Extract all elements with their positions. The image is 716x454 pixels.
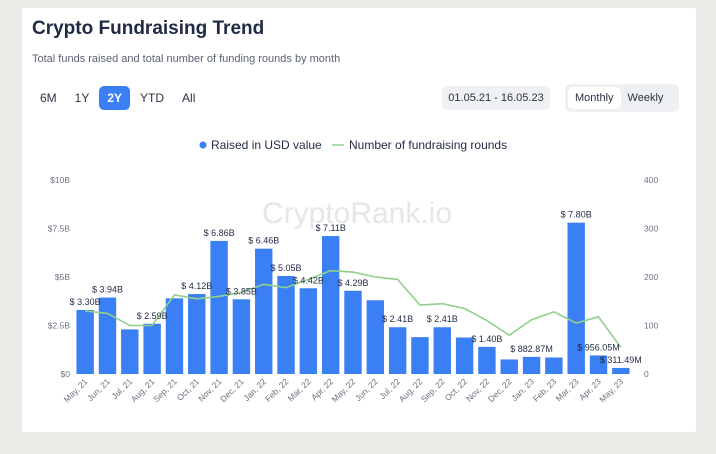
bar [277, 276, 295, 374]
watermark: CryptoRank.io [262, 197, 452, 230]
bar [500, 359, 518, 374]
chart-card: Crypto Fundraising Trend Total funds rai… [22, 8, 696, 432]
bar-data-label: $ 6.86B [204, 228, 235, 238]
range-ytd-button[interactable]: YTD [140, 91, 165, 105]
y-right-tick-label: 200 [644, 272, 658, 282]
y-left-tick-label: $0 [61, 369, 71, 379]
bar-data-label: $ 4.12B [181, 281, 212, 291]
x-tick-label: Feb, 23 [531, 376, 559, 404]
bar-data-label: $ 5.05B [271, 263, 302, 273]
bar-data-label: $ 4.42B [293, 275, 324, 285]
y-left-tick-label: $10B [50, 175, 70, 185]
legend-bar-label: Raised in USD value [211, 138, 322, 152]
y-left-tick-label: $5B [55, 272, 70, 282]
range-6m-button[interactable]: 6M [40, 91, 57, 105]
bar-data-label: $ 7.11B [316, 223, 346, 233]
bar [210, 240, 228, 374]
x-tick-label: Jun, 21 [85, 376, 112, 403]
bar [165, 298, 184, 374]
bar-data-label: $ 956.05M [577, 342, 620, 352]
legend-bar-marker [199, 141, 207, 149]
y-left-tick-label: $2.5B [48, 321, 71, 331]
bar-data-label: $ 2.41B [382, 314, 413, 324]
bar-data-label: $ 2.59B [137, 311, 168, 321]
bar-data-label: $ 3.85B [226, 286, 257, 296]
bar [612, 367, 630, 374]
bar [76, 309, 94, 374]
bar [567, 222, 585, 374]
bar [522, 356, 541, 374]
x-tick-label: Sep, 21 [151, 376, 179, 404]
range-selector: 6M 1Y 2Y YTD All [32, 86, 203, 110]
rounds-line [85, 269, 622, 348]
x-tick-label: Sep, 22 [419, 376, 447, 404]
rounds-line-path [85, 269, 622, 348]
bar [143, 323, 161, 374]
date-range-picker[interactable]: 01.05.21 - 16.05.23 [442, 86, 550, 110]
bar [366, 300, 385, 374]
bar [188, 294, 206, 374]
x-tick-label: Mar, 22 [286, 376, 313, 403]
x-tick-label: May, 22 [329, 376, 357, 404]
bar-data-label: $ 311.49M [600, 355, 642, 365]
bar-data-label: $ 7.80B [561, 210, 592, 220]
x-tick-label: Aug, 21 [129, 376, 157, 404]
y-axis-right: 0 100 200 300 400 [644, 175, 658, 379]
range-1y-button[interactable]: 1Y [74, 91, 90, 105]
bar-data-label: $ 1.40B [471, 334, 502, 344]
x-tick-label: May, 21 [62, 376, 90, 404]
x-tick-label: Mar, 23 [553, 376, 580, 403]
y-right-tick-label: 100 [644, 321, 658, 331]
bar [232, 299, 251, 374]
bar-data-label: $ 6.46B [248, 236, 279, 246]
bar [589, 355, 608, 374]
bar-data-label: $ 3.94B [92, 285, 123, 295]
x-tick-label: Dec, 22 [486, 376, 514, 404]
period-weekly-button[interactable]: Weekly [627, 92, 664, 104]
x-tick-label: Jun, 22 [353, 376, 380, 403]
legend-line-label: Number of fundraising rounds [349, 138, 507, 152]
legend: Raised in USD value Number of fundraisin… [199, 138, 507, 152]
y-right-tick-label: 400 [644, 175, 658, 185]
period-toggle: Monthly Weekly [565, 84, 679, 112]
y-left-tick-label: $7.5B [48, 224, 71, 234]
range-all-button[interactable]: All [182, 91, 196, 105]
bar-data-label: $ 882.87M [510, 344, 553, 354]
bar [299, 288, 318, 374]
bars [76, 222, 630, 374]
bar [255, 248, 273, 374]
x-tick-label: May, 23 [597, 376, 625, 404]
bar [455, 337, 474, 374]
bar-data-label: $ 2.41B [427, 314, 458, 324]
period-monthly-button[interactable]: Monthly [568, 87, 621, 109]
data-labels: $ 3.30B $ 3.94B $ 2.59B $ 4.12B $ 6.86B $ 3.8… [70, 210, 642, 365]
bar [388, 327, 407, 374]
y-axis-left: $0 $2.5B $5B $7.5B $10B [48, 175, 71, 379]
x-tick-label: Feb, 22 [263, 376, 291, 404]
bar [411, 337, 429, 374]
page-title: Crypto Fundraising Trend [32, 18, 265, 39]
chart: Raised in USD value Number of fundraisin… [48, 138, 659, 404]
bar-data-label: $ 3.30B [70, 297, 101, 307]
y-right-tick-label: 300 [644, 224, 658, 234]
bar [344, 290, 362, 374]
bar [545, 357, 563, 374]
bar [321, 236, 340, 374]
range-2y-button[interactable]: 2Y [99, 86, 131, 110]
y-right-tick-label: 0 [644, 369, 649, 379]
bar [98, 297, 117, 374]
bar [121, 329, 139, 374]
page-subtitle: Total funds raised and total number of f… [32, 53, 341, 65]
x-tick-label: Dec, 21 [218, 376, 246, 404]
bar [433, 327, 451, 374]
bar [478, 346, 496, 374]
bar-data-label: $ 4.29B [337, 278, 368, 288]
